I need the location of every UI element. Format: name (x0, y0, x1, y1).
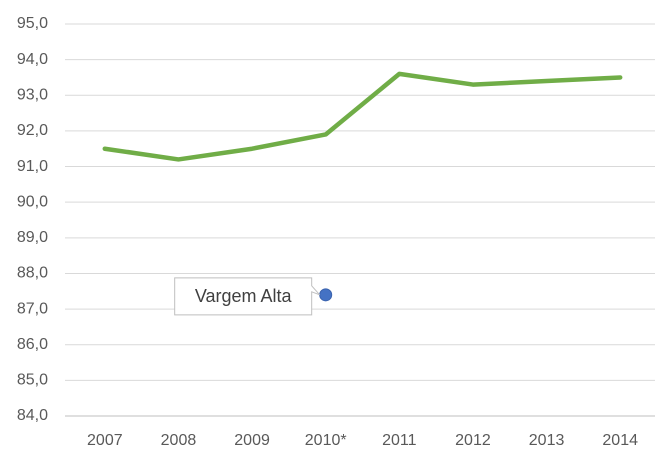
data-point (319, 288, 333, 302)
y-tick-label: 88,0 (17, 265, 48, 282)
y-tick-label: 87,0 (17, 300, 48, 317)
x-tick-label: 2010* (305, 432, 347, 449)
y-tick-label: 95,0 (17, 15, 48, 32)
x-tick-label: 2012 (455, 432, 491, 449)
y-tick-label: 91,0 (17, 158, 48, 175)
callout-box (174, 277, 321, 316)
y-tick-label: 85,0 (17, 372, 48, 389)
y-tick-label: 84,0 (17, 407, 48, 424)
y-tick-label: 92,0 (17, 122, 48, 139)
y-tick-label: 94,0 (17, 51, 48, 68)
x-tick-label: 2008 (161, 432, 197, 449)
x-tick-label: 2013 (529, 432, 565, 449)
y-tick-label: 89,0 (17, 229, 48, 246)
y-tick-label: 86,0 (17, 336, 48, 353)
x-tick-label: 2014 (602, 432, 638, 449)
line-series (102, 71, 623, 162)
y-tick-label: 93,0 (17, 86, 48, 103)
x-tick-label: 2007 (87, 432, 123, 449)
x-tick-label: 2009 (234, 432, 270, 449)
x-tick-label: 2011 (382, 432, 417, 449)
data-label: Vargem Alta (195, 286, 293, 306)
y-tick-label: 90,0 (17, 193, 48, 210)
